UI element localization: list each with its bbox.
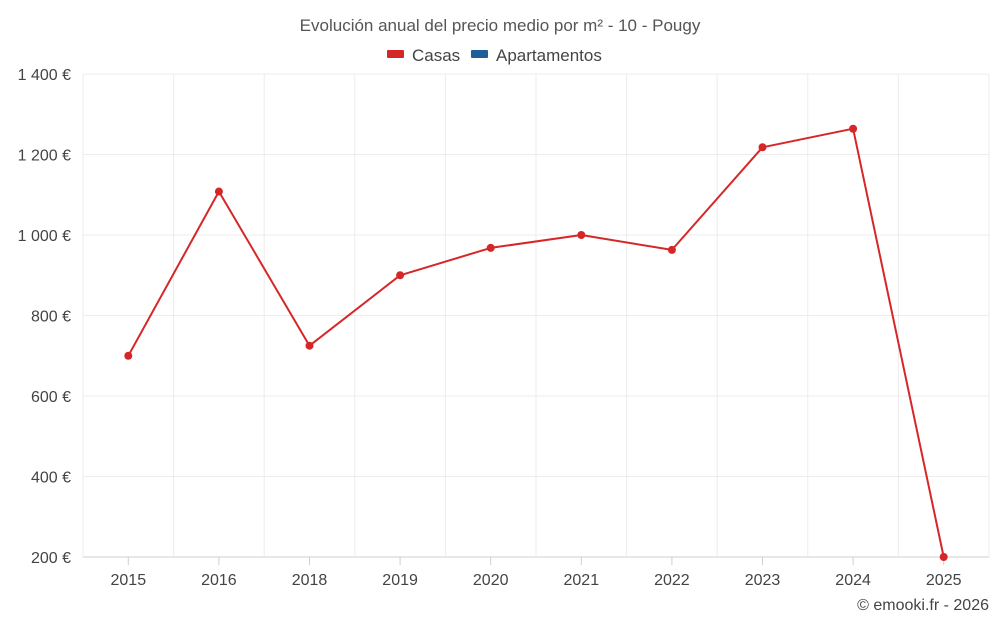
x-axis: 2015 2016 2018 2019 2020 2021 2022 2023 2024 2025 [111,557,962,589]
x-tick-label: 2024 [835,572,871,589]
x-tick-label: 2016 [201,572,237,589]
data-point[interactable] [667,245,676,254]
y-tick-label: 1 400 € [18,67,71,84]
data-point[interactable] [849,124,858,133]
y-tick-label: 600 € [31,389,71,406]
x-tick-label: 2021 [564,572,600,589]
x-tick-label: 2018 [292,572,328,589]
data-point[interactable] [124,351,133,360]
y-tick-label: 1 000 € [18,228,71,245]
x-tick-label: 2023 [745,572,781,589]
x-tick-label: 2020 [473,572,509,589]
y-tick-label: 1 200 € [18,148,71,165]
data-point[interactable] [486,243,495,252]
legend-swatch-apartamentos[interactable] [471,50,488,58]
data-point[interactable] [939,553,948,561]
x-tick-label: 2015 [111,572,147,589]
gridlines [82,73,990,558]
y-axis: 1 400 € 1 200 € 1 000 € 800 € 600 € 400 € 200 … [18,67,71,567]
data-point[interactable] [577,231,586,239]
series-line-casas [127,127,945,558]
y-tick-label: 400 € [31,470,71,487]
chart-title: Evolución anual del precio medio por m² … [300,16,701,35]
y-tick-label: 200 € [31,550,71,567]
data-point[interactable] [305,341,314,350]
plot-area [124,124,948,561]
y-tick-label: 800 € [31,309,71,326]
data-point[interactable] [396,271,405,280]
x-tick-label: 2025 [926,572,962,589]
x-tick-label: 2022 [654,572,690,589]
legend-label-casas[interactable]: Casas [412,46,460,65]
legend: Casas Apartamentos [387,46,602,65]
legend-label-apartamentos[interactable]: Apartamentos [496,46,602,65]
credit-text: © emooki.fr - 2026 [857,597,989,614]
legend-swatch-casas[interactable] [387,50,404,58]
data-point[interactable] [214,187,223,196]
data-point[interactable] [758,143,767,152]
x-tick-label: 2019 [382,572,418,589]
